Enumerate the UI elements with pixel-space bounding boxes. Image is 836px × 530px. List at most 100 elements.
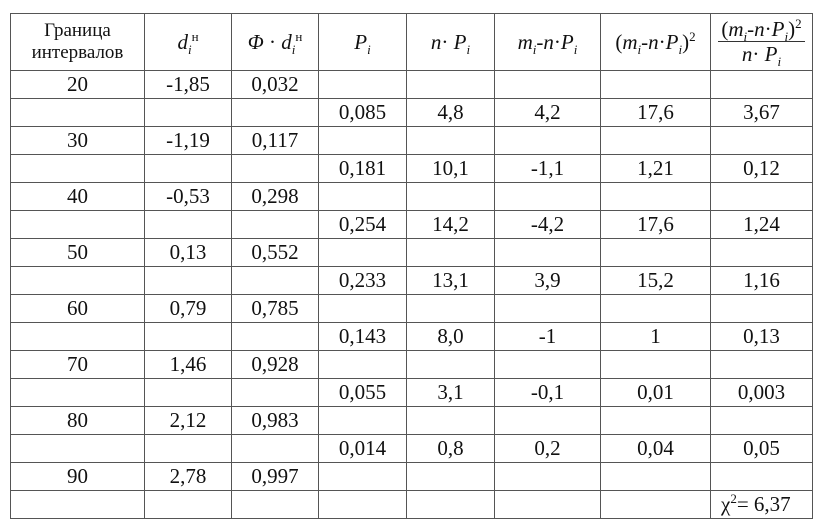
cell-boundary: 70 xyxy=(10,350,145,379)
cell-empty xyxy=(494,490,601,519)
cell-boundary: 90 xyxy=(10,462,145,491)
cell-phi xyxy=(231,210,319,239)
cell-phi: 0,032 xyxy=(231,70,319,99)
cell-phi: 0,298 xyxy=(231,182,319,211)
cell-ratio: 3,67 xyxy=(710,98,813,127)
cell-d xyxy=(144,154,232,183)
ratio-fraction: (mi-n·Pi)2 n· Pi xyxy=(718,17,805,70)
chi-square-total: χ2= 6,37 xyxy=(710,490,813,519)
chi-square-table: Граница интервалов diн Φ · diн Pi n· Pi … xyxy=(10,13,813,519)
table-row: 0,014 0,8 0,2 0,04 0,05 xyxy=(10,434,813,463)
cell-empty xyxy=(600,490,711,519)
cell-p xyxy=(318,70,407,99)
cell-boundary xyxy=(10,378,145,407)
cell-phi: 0,785 xyxy=(231,294,319,323)
cell-diff xyxy=(494,406,601,435)
cell-d: 2,12 xyxy=(144,406,232,435)
cell-phi xyxy=(231,266,319,295)
cell-ratio xyxy=(710,406,813,435)
table-row: 80 2,12 0,983 xyxy=(10,406,813,435)
cell-sq xyxy=(600,350,711,379)
cell-boundary: 40 xyxy=(10,182,145,211)
cell-boundary xyxy=(10,434,145,463)
total-row: χ2= 6,37 xyxy=(10,490,813,519)
cell-ratio: 0,003 xyxy=(710,378,813,407)
cell-boundary xyxy=(10,210,145,239)
cell-ratio: 0,05 xyxy=(710,434,813,463)
cell-empty xyxy=(10,490,145,519)
table-row: 0,254 14,2 -4,2 17,6 1,24 xyxy=(10,210,813,239)
header-interval-boundary-line1: Граница xyxy=(44,20,111,41)
table-row: 50 0,13 0,552 xyxy=(10,238,813,267)
cell-boundary: 60 xyxy=(10,294,145,323)
cell-d xyxy=(144,98,232,127)
cell-p: 0,085 xyxy=(318,98,407,127)
header-row: Граница интервалов diн Φ · diн Pi n· Pi … xyxy=(10,13,813,71)
cell-diff: -1 xyxy=(494,322,601,351)
cell-diff: -4,2 xyxy=(494,210,601,239)
cell-d: 2,78 xyxy=(144,462,232,491)
cell-diff: -1,1 xyxy=(494,154,601,183)
cell-phi: 0,117 xyxy=(231,126,319,155)
cell-p: 0,055 xyxy=(318,378,407,407)
cell-boundary: 30 xyxy=(10,126,145,155)
chi-symbol: χ xyxy=(721,492,731,516)
ratio-denominator: n· Pi xyxy=(741,42,782,70)
table-row: 40 -0,53 0,298 xyxy=(10,182,813,211)
cell-sq: 1,21 xyxy=(600,154,711,183)
cell-np: 0,8 xyxy=(406,434,495,463)
cell-p xyxy=(318,350,407,379)
cell-np xyxy=(406,462,495,491)
header-np: n· Pi xyxy=(406,13,495,71)
table-row: 0,085 4,8 4,2 17,6 3,67 xyxy=(10,98,813,127)
chi-value: = 6,37 xyxy=(736,492,791,516)
cell-d xyxy=(144,378,232,407)
cell-empty xyxy=(144,490,232,519)
header-interval-boundary: Граница интервалов xyxy=(10,13,145,71)
cell-diff xyxy=(494,462,601,491)
cell-p: 0,143 xyxy=(318,322,407,351)
cell-np xyxy=(406,350,495,379)
cell-diff: -0,1 xyxy=(494,378,601,407)
cell-phi xyxy=(231,322,319,351)
cell-ratio xyxy=(710,70,813,99)
cell-phi xyxy=(231,378,319,407)
header-interval-boundary-line2: интервалов xyxy=(31,42,124,63)
chi-exponent: 2 xyxy=(730,491,737,506)
cell-ratio: 0,12 xyxy=(710,154,813,183)
cell-p: 0,254 xyxy=(318,210,407,239)
ratio-numerator: (mi-n·Pi)2 xyxy=(718,17,805,43)
cell-p xyxy=(318,126,407,155)
cell-p xyxy=(318,238,407,267)
cell-ratio: 1,24 xyxy=(710,210,813,239)
table-row: 30 -1,19 0,117 xyxy=(10,126,813,155)
cell-d: 1,46 xyxy=(144,350,232,379)
cell-p xyxy=(318,406,407,435)
cell-np: 10,1 xyxy=(406,154,495,183)
cell-boundary xyxy=(10,322,145,351)
header-d: diн xyxy=(144,13,232,71)
cell-np: 3,1 xyxy=(406,378,495,407)
cell-ratio xyxy=(710,182,813,211)
header-p: Pi xyxy=(318,13,407,71)
cell-boundary xyxy=(10,154,145,183)
cell-boundary xyxy=(10,98,145,127)
cell-empty xyxy=(231,490,319,519)
cell-d: -0,53 xyxy=(144,182,232,211)
cell-np xyxy=(406,238,495,267)
cell-boundary: 50 xyxy=(10,238,145,267)
cell-np: 13,1 xyxy=(406,266,495,295)
cell-ratio xyxy=(710,238,813,267)
cell-sq xyxy=(600,294,711,323)
cell-d: -1,19 xyxy=(144,126,232,155)
cell-boundary xyxy=(10,266,145,295)
table-row: 90 2,78 0,997 xyxy=(10,462,813,491)
table-row: 0,233 13,1 3,9 15,2 1,16 xyxy=(10,266,813,295)
cell-phi: 0,997 xyxy=(231,462,319,491)
cell-phi: 0,983 xyxy=(231,406,319,435)
cell-p: 0,181 xyxy=(318,154,407,183)
cell-diff: 3,9 xyxy=(494,266,601,295)
cell-p: 0,014 xyxy=(318,434,407,463)
cell-np: 14,2 xyxy=(406,210,495,239)
header-diff: mi-n·Pi xyxy=(494,13,601,71)
